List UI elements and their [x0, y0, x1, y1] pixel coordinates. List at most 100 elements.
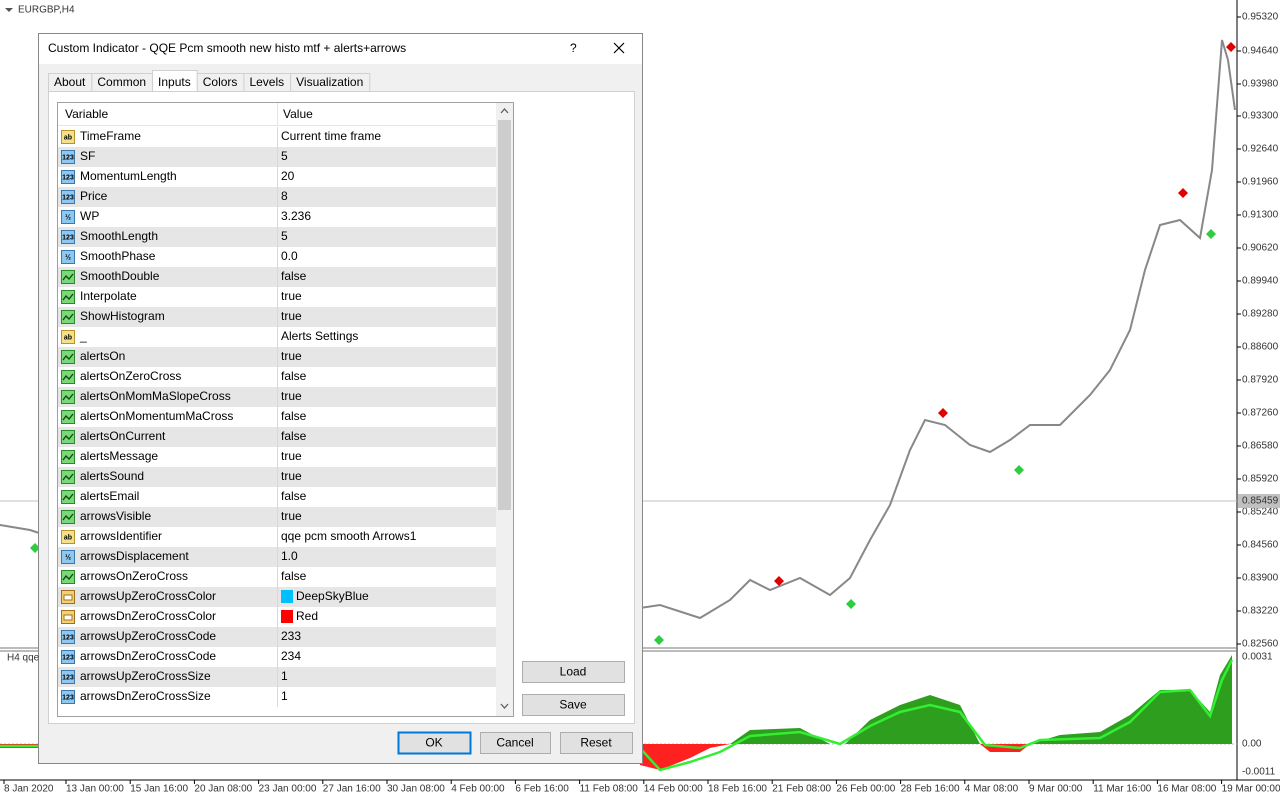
variable-name[interactable]: arrowsIdentifier	[80, 529, 162, 543]
row-icon	[61, 650, 75, 664]
variable-name[interactable]: alertsEmail	[80, 489, 139, 503]
button[interactable]	[522, 661, 625, 683]
variable-value[interactable]: true	[281, 509, 302, 523]
tab[interactable]: Visualization	[296, 75, 363, 89]
variable-name[interactable]: alertsOnZeroCross	[80, 369, 181, 383]
button-label[interactable]: Reset	[580, 736, 612, 750]
variable-value[interactable]: 8	[281, 189, 288, 203]
variable-name[interactable]: alertsOnMomMaSlopeCross	[80, 389, 231, 403]
date-label: 20 Jan 08:00	[194, 784, 252, 795]
variable-name[interactable]: arrowsUpZeroCrossColor	[80, 589, 216, 603]
tab[interactable]: About	[54, 75, 86, 89]
variable-name[interactable]: TimeFrame	[80, 129, 141, 143]
variable-value[interactable]: 234	[281, 649, 301, 663]
variable-value[interactable]: true	[281, 289, 302, 303]
help-button[interactable]: ?	[570, 41, 577, 55]
color-swatch[interactable]	[281, 590, 293, 603]
row-icon-mark	[62, 513, 74, 521]
variable-value[interactable]: Red	[296, 609, 318, 623]
column-header[interactable]: Value	[283, 107, 313, 121]
button[interactable]	[397, 731, 472, 755]
dialog-titlebar	[39, 34, 642, 64]
variable-value[interactable]: 1	[281, 689, 288, 703]
variable-value[interactable]: 1	[281, 669, 288, 683]
button-label[interactable]: Load	[560, 665, 587, 679]
tab[interactable]: Levels	[249, 75, 284, 89]
date-label: 8 Jan 2020	[4, 784, 54, 795]
variable-value[interactable]: true	[281, 469, 302, 483]
tab[interactable]: Inputs	[158, 75, 191, 89]
scrollbar-thumb[interactable]	[498, 120, 511, 510]
variable-name[interactable]: arrowsDnZeroCrossSize	[80, 689, 211, 703]
variable-name[interactable]: alertsMessage	[80, 449, 158, 463]
variable-value[interactable]: 1.0	[281, 549, 298, 563]
variable-name[interactable]: Price	[80, 189, 108, 203]
variable-value[interactable]: false	[281, 429, 307, 443]
button-label[interactable]: Save	[559, 698, 587, 712]
variable-name[interactable]: WP	[80, 209, 99, 223]
variable-value[interactable]: Alerts Settings	[281, 329, 358, 343]
variable-value[interactable]: 0.0	[281, 249, 298, 263]
variable-value[interactable]: false	[281, 269, 307, 283]
variable-name[interactable]: alertsOnCurrent	[80, 429, 166, 443]
row-icon	[61, 430, 75, 444]
variable-name[interactable]: arrowsDnZeroCrossColor	[80, 609, 216, 623]
variable-name[interactable]: alertsOnMomentumMaCross	[80, 409, 233, 423]
button-label[interactable]: OK	[425, 736, 442, 750]
variable-value[interactable]: 20	[281, 169, 295, 183]
price-label: 0.88600	[1242, 342, 1279, 353]
tab[interactable]: Colors	[203, 75, 238, 89]
variable-value[interactable]: qqe pcm smooth Arrows1	[281, 529, 417, 543]
variable-name[interactable]: _	[79, 329, 87, 343]
variable-value[interactable]: DeepSkyBlue	[296, 589, 369, 603]
variable-value[interactable]: Current time frame	[281, 129, 381, 143]
row-icon	[61, 450, 75, 464]
variable-name[interactable]: SmoothLength	[80, 229, 158, 243]
variable-name[interactable]: Interpolate	[80, 289, 137, 303]
variable-value[interactable]: true	[281, 309, 302, 323]
variable-value[interactable]: false	[281, 369, 307, 383]
variable-value[interactable]: false	[281, 569, 307, 583]
variable-value[interactable]: 3.236	[281, 209, 311, 223]
button[interactable]	[560, 732, 633, 754]
button-label[interactable]: Cancel	[496, 736, 533, 750]
date-label: 9 Mar 00:00	[1029, 784, 1083, 795]
variable-name[interactable]: alertsSound	[80, 469, 144, 483]
variable-name[interactable]: arrowsUpZeroCrossSize	[80, 669, 211, 683]
variable-name[interactable]: SmoothDouble	[80, 269, 160, 283]
variable-value[interactable]: true	[281, 449, 302, 463]
variable-value[interactable]: true	[281, 389, 302, 403]
variable-name[interactable]: alertsOn	[80, 349, 125, 363]
price-label: 0.85240	[1242, 507, 1279, 518]
variable-name[interactable]: SmoothPhase	[80, 249, 156, 263]
variable-name[interactable]: arrowsOnZeroCross	[80, 569, 188, 583]
variable-value[interactable]: 5	[281, 229, 288, 243]
indicator-axis-label: 0.0031	[1242, 652, 1273, 663]
variable-value[interactable]: true	[281, 349, 302, 363]
row-icon	[61, 350, 75, 364]
symbol-menu	[5, 8, 13, 12]
column-header[interactable]: Variable	[65, 107, 108, 121]
variable-name[interactable]: arrowsDisplacement	[80, 549, 189, 563]
tab[interactable]: Common	[97, 75, 146, 89]
row-icon-text: ½	[65, 253, 71, 261]
variable-name[interactable]: arrowsUpZeroCrossCode	[80, 629, 216, 643]
variable-value[interactable]: 233	[281, 629, 301, 643]
scrollbar-arrows[interactable]	[500, 108, 509, 709]
variable-name[interactable]: SF	[80, 149, 95, 163]
color-swatch[interactable]	[281, 610, 293, 623]
variable-value[interactable]: false	[281, 409, 307, 423]
price-label: 0.83900	[1242, 573, 1279, 584]
button[interactable]	[480, 732, 551, 754]
variable-name[interactable]: arrowsVisible	[80, 509, 151, 523]
close-button[interactable]	[613, 42, 625, 54]
indicator-axis-label: 0.00	[1242, 739, 1262, 750]
button[interactable]	[522, 694, 625, 716]
variable-value[interactable]: 5	[281, 149, 288, 163]
variable-name[interactable]: MomentumLength	[80, 169, 177, 183]
tab-box[interactable]	[290, 73, 371, 92]
price-label: 0.90620	[1242, 243, 1279, 254]
variable-value[interactable]: false	[281, 489, 307, 503]
variable-name[interactable]: arrowsDnZeroCrossCode	[80, 649, 216, 663]
variable-name[interactable]: ShowHistogram	[80, 309, 165, 323]
